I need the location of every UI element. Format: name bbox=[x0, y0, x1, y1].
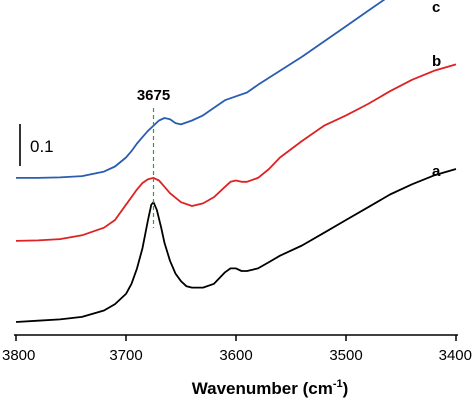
plot-area bbox=[15, 0, 457, 323]
x-tick-label: 3700 bbox=[109, 347, 142, 364]
x-axis-title-superscript: -1 bbox=[333, 378, 343, 390]
scale-bar-label: 0.1 bbox=[30, 137, 54, 156]
x-axis-title: Wavenumber (cm-1) bbox=[192, 378, 349, 398]
x-tick-label: 3600 bbox=[219, 347, 252, 364]
x-axis-title-main: Wavenumber (cm bbox=[192, 379, 333, 398]
series-line-b bbox=[15, 63, 457, 242]
series-label-c: c bbox=[432, 0, 440, 16]
x-tick-label: 3500 bbox=[329, 347, 362, 364]
series-label-a: a bbox=[432, 163, 441, 180]
x-tick-label: 3400 bbox=[439, 347, 472, 364]
series-line-a bbox=[15, 168, 457, 323]
x-tick-label: 3800 bbox=[2, 347, 35, 364]
marker-label: 3675 bbox=[137, 87, 170, 104]
series-label-b: b bbox=[432, 53, 441, 70]
x-axis-ticks: 3800 3700 3600 3500 3400 bbox=[2, 335, 472, 364]
series-labels: a b c bbox=[432, 0, 441, 180]
series-line-c bbox=[16, 0, 386, 179]
x-axis-title-end: ) bbox=[343, 379, 349, 398]
